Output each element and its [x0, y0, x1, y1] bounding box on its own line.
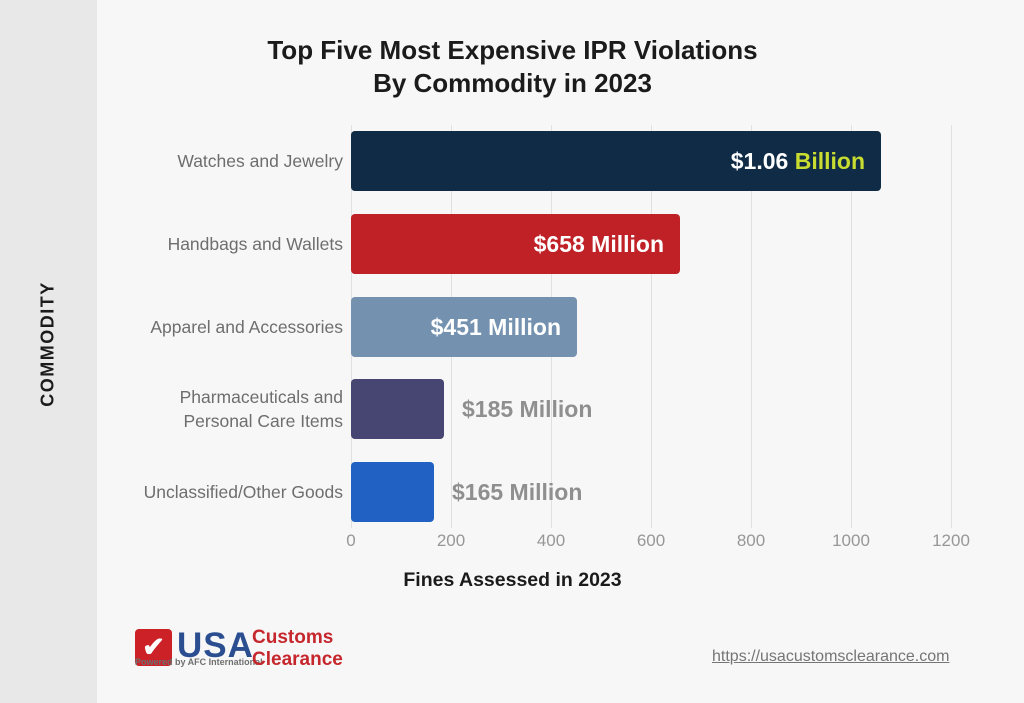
- value-label-part: $1.06: [730, 147, 795, 174]
- chart-title-line1: Top Five Most Expensive IPR Violations: [267, 35, 758, 65]
- x-tick-label-1000: 1000: [832, 531, 870, 550]
- category-label-line: Watches and Jewelry: [177, 151, 343, 171]
- value-label-part: Billion: [794, 147, 865, 174]
- category-label-handbags-and-wallets: Handbags and Wallets: [100, 214, 343, 274]
- commodity-axis-strip: [0, 0, 97, 703]
- x-tick-label-600: 600: [636, 531, 666, 550]
- x-axis-label: Fines Assessed in 2023: [403, 569, 622, 591]
- value-label-part: $185 Million: [462, 395, 593, 422]
- chart-title-line2: By Commodity in 2023: [373, 68, 652, 98]
- x-tick-label-0: 0: [346, 531, 356, 550]
- category-label-line: Unclassified/Other Goods: [143, 482, 343, 502]
- logo-wordmark: USA: [177, 626, 254, 665]
- logo-tagline: Powered by AFC International: [135, 657, 263, 667]
- gridline-800: [751, 125, 752, 528]
- x-tick-label-800: 800: [736, 531, 766, 550]
- category-label-pharmaceuticals-and: Pharmaceuticals and Personal Care Items: [100, 379, 343, 439]
- category-label-line: Handbags and Wallets: [167, 234, 343, 254]
- usa-customs-clearance-logo: ✔ USA Powered by AFC International Custo…: [135, 626, 375, 677]
- chart-title: Top Five Most Expensive IPR Violations By…: [0, 34, 1024, 100]
- logo-brand-line2: Clearance: [252, 649, 343, 670]
- gridline-1000: [851, 125, 852, 528]
- website-link[interactable]: https://usacustomsclearance.com: [712, 648, 950, 665]
- value-label-part: $658 Million: [533, 230, 664, 257]
- value-label-unclassified-other-goods: $165 Million: [452, 462, 582, 522]
- bar-handbags-and-wallets: $658 Million: [351, 214, 680, 274]
- logo-brand-line1: Customs: [252, 627, 334, 648]
- y-axis-label: COMMODITY: [37, 281, 58, 407]
- logo-brand-name: Customs Clearance: [252, 627, 343, 671]
- checkmark-icon: ✔: [135, 629, 172, 666]
- checkmark-glyph: ✔: [142, 632, 165, 662]
- category-label-line: Personal Care Items: [183, 411, 343, 431]
- bar-unclassified-other-goods: [351, 462, 434, 522]
- category-label-watches-and-jewelry: Watches and Jewelry: [100, 131, 343, 191]
- value-label-part: $165 Million: [452, 478, 583, 505]
- gridline-1200: [951, 125, 952, 528]
- bar-pharmaceuticals-and: [351, 379, 444, 439]
- x-tick-label-1200: 1200: [932, 531, 970, 550]
- category-label-apparel-and-accessories: Apparel and Accessories: [100, 297, 343, 357]
- category-label-line: Pharmaceuticals and: [179, 387, 343, 407]
- value-label-pharmaceuticals-and: $185 Million: [462, 379, 592, 439]
- value-label-part: $451 Million: [430, 313, 561, 340]
- category-label-unclassified-other-goods: Unclassified/Other Goods: [100, 462, 343, 522]
- bar-watches-and-jewelry: $1.06 Billion: [351, 131, 881, 191]
- bar-apparel-and-accessories: $451 Million: [351, 297, 577, 357]
- category-label-line: Apparel and Accessories: [150, 317, 343, 337]
- x-tick-label-200: 200: [436, 531, 466, 550]
- x-tick-label-400: 400: [536, 531, 566, 550]
- gridline-600: [651, 125, 652, 528]
